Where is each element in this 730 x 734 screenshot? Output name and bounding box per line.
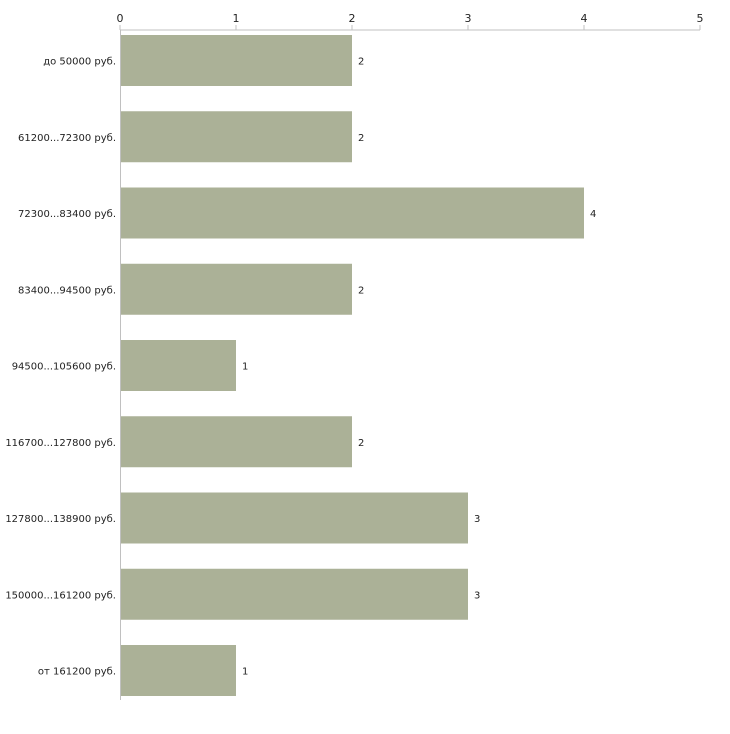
bar-value-label: 1 [242,362,248,373]
bar [121,263,352,315]
category-label: от 161200 руб. [38,667,116,678]
axes [120,29,700,700]
bar-value-label: 2 [358,133,364,144]
bar [121,35,352,86]
category-label: 61200...72300 руб. [18,133,116,144]
bar-value-label: 3 [474,590,480,601]
x-tick-label: 3 [465,12,472,25]
bar [121,568,468,620]
value-labels: 2 2 4 2 1 2 3 3 1 [242,57,596,678]
bar-value-label: 4 [590,209,596,220]
bars [121,35,584,696]
category-label: 127800...138900 руб. [5,514,116,525]
bar [121,645,236,696]
bar [121,187,584,239]
category-label: до 50000 руб. [43,57,116,68]
bar-value-label: 3 [474,514,480,525]
bar-value-label: 1 [242,667,248,678]
category-labels: до 50000 руб. 61200...72300 руб. 72300...8… [5,57,116,678]
bar [121,492,468,544]
x-axis-ticks: 0 1 2 3 4 5 [117,12,704,30]
bar [121,416,352,468]
category-label: 150000...161200 руб. [5,590,116,601]
x-tick-label: 5 [697,12,704,25]
bar [121,340,236,391]
x-tick-label: 0 [117,12,124,25]
bar [121,111,352,163]
x-tick-label: 2 [349,12,356,25]
x-tick-label: 4 [581,12,588,25]
category-label: 116700...127800 руб. [5,438,116,449]
bar-value-label: 2 [358,438,364,449]
category-label: 83400...94500 руб. [18,285,116,296]
x-tick-label: 1 [233,12,240,25]
bar-value-label: 2 [358,57,364,68]
category-label: 94500...105600 руб. [12,362,116,373]
category-label: 72300...83400 руб. [18,209,116,220]
bar-value-label: 2 [358,285,364,296]
